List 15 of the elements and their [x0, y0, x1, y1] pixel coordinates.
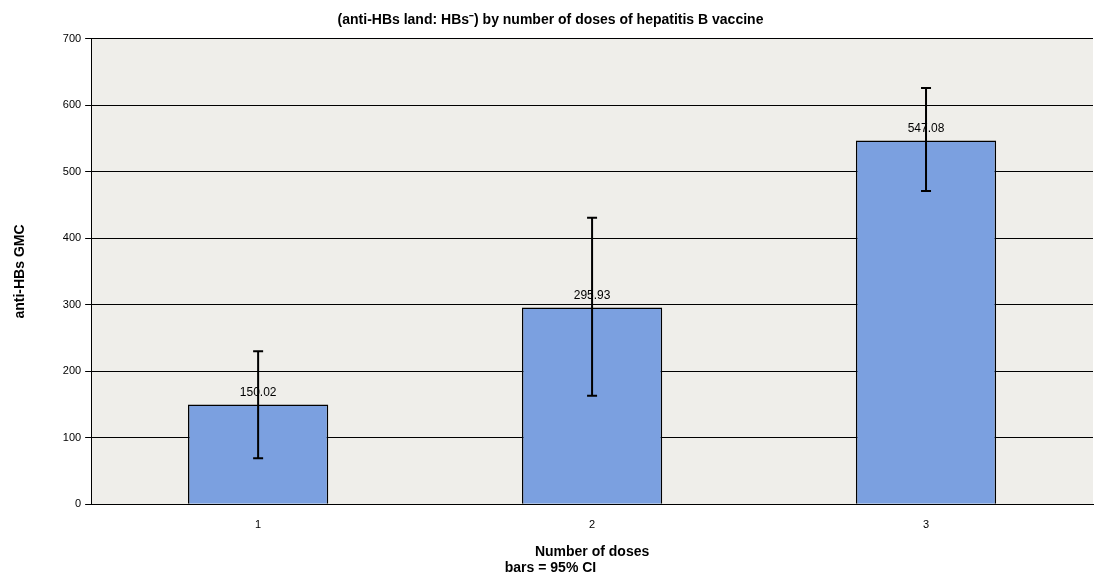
chart-title: (anti-HBs land: HBs⁻) by number of doses of hepatitis B vaccine: [337, 11, 764, 28]
y-tick-label: 200: [62, 364, 82, 377]
y-tick-label: 300: [62, 297, 82, 310]
y-tick-label: 100: [62, 430, 82, 443]
y-tick-label: 0: [75, 497, 82, 510]
x-tick-label: 2: [589, 517, 596, 530]
y-tick-label: 500: [62, 164, 82, 177]
y-tick-label: 400: [62, 231, 82, 244]
y-tick-label: 700: [62, 31, 82, 44]
y-axis-title: anti-HBs GMC: [11, 224, 28, 319]
x-axis-title: Number of doses: [534, 542, 650, 559]
text: bars = 95% CI: [504, 559, 597, 576]
x-tick-label: 1: [255, 517, 262, 530]
y-tick-label: 600: [62, 98, 82, 111]
x-tick-label: 3: [922, 517, 930, 530]
